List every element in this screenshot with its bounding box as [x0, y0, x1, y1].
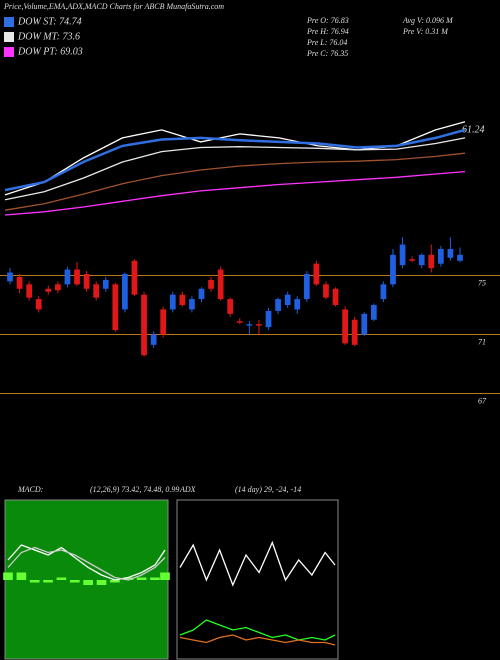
series-line [7, 546, 166, 581]
candle-body [246, 324, 253, 326]
candle-body [428, 254, 435, 269]
candle-body [284, 294, 291, 305]
candle-body [198, 288, 205, 300]
candle-body [323, 284, 329, 298]
candle-body [437, 248, 444, 264]
info-label: Pre O: 76.83 [306, 16, 349, 25]
series-line [7, 544, 166, 581]
histogram-bar [29, 580, 40, 583]
candle-body [294, 299, 301, 310]
histogram-bar [56, 577, 67, 580]
y-tick-label: 71 [478, 337, 486, 346]
candle-body [55, 284, 61, 291]
candle-body [83, 274, 90, 289]
legend-label: DOW ST: 74.74 [17, 16, 82, 27]
candle-body [64, 269, 71, 285]
candle-body [169, 294, 176, 310]
candle-body [390, 254, 396, 285]
candle-body [93, 284, 100, 298]
candle-body [160, 309, 167, 335]
info-label: Pre V: 0.31 M [402, 27, 449, 36]
histogram-bar [43, 580, 53, 583]
candle-body [418, 254, 425, 266]
histogram-bar [160, 572, 170, 580]
panel-title: MACD: [17, 485, 44, 494]
histogram-bar [110, 580, 120, 583]
candle-body [141, 294, 147, 356]
candle-body [361, 313, 368, 335]
candle-body [447, 248, 454, 258]
y-tick-label: 75 [478, 278, 486, 287]
candle-body [332, 288, 339, 305]
legend-swatch [4, 17, 14, 27]
info-label: Avg V: 0.096 M [402, 16, 454, 25]
candle-body [256, 324, 262, 326]
candle-body [35, 299, 42, 310]
histogram-bar [123, 577, 134, 580]
candle-body [45, 288, 52, 292]
candle-body [351, 319, 358, 345]
series-line [4, 128, 466, 192]
series-line [179, 634, 336, 646]
histogram-bar [150, 577, 160, 580]
candle-body [208, 279, 214, 289]
series-line [4, 121, 466, 196]
candle-body [179, 294, 186, 305]
panel-title: ADX [179, 485, 197, 494]
candle-body [236, 321, 243, 323]
candle-body [457, 254, 463, 261]
candle-body [380, 284, 387, 300]
y-tick-label: 67 [478, 396, 487, 405]
histogram-bar [83, 580, 94, 585]
candle-body [342, 309, 348, 344]
annotation: 61.24 [462, 124, 485, 135]
legend-label: DOW MT: 73.6 [17, 31, 80, 42]
series-line [179, 540, 336, 587]
series-line [179, 619, 336, 641]
candle-body [26, 284, 33, 298]
candle-body [303, 274, 310, 300]
histogram-bar [3, 572, 13, 580]
candle-body [74, 269, 80, 285]
chart-title: Price,Volume,EMA,ADX,MACD Charts for ABC… [3, 2, 224, 11]
candle-body [217, 269, 224, 300]
info-label: Pre H: 76.94 [306, 27, 349, 36]
candle-body [227, 299, 234, 314]
candle-body [313, 263, 320, 285]
histogram-bar [136, 577, 147, 580]
histogram-bar [16, 572, 27, 580]
candle-body [265, 310, 272, 328]
candle-body [112, 284, 119, 331]
info-label: Pre C: 76.35 [306, 49, 348, 58]
candle-body [399, 244, 406, 266]
histogram-bar [96, 580, 107, 585]
panel-bg [176, 499, 339, 660]
candle-body [189, 299, 195, 310]
candle-body [122, 274, 128, 310]
candle-body [370, 305, 377, 320]
candle-body [150, 334, 157, 345]
histogram-bar [69, 580, 80, 583]
candle-body [102, 279, 109, 289]
panel-subtitle: (14 day) 29, -24, -14 [235, 485, 301, 494]
legend-label: DOW PT: 69.03 [17, 46, 83, 57]
info-label: Pre L: 76.04 [306, 38, 347, 47]
candle-body [7, 272, 13, 282]
panel-subtitle: (12,26,9) 73.42, 74.48, 0.99 [90, 485, 179, 494]
legend-swatch [4, 32, 14, 42]
legend-swatch [4, 47, 14, 57]
candle-body [16, 276, 23, 289]
series-line [4, 137, 466, 201]
series-line [4, 152, 466, 211]
candle-body [131, 260, 138, 295]
candle-body [409, 259, 415, 261]
series-line [4, 170, 466, 216]
candle-body [275, 299, 281, 311]
